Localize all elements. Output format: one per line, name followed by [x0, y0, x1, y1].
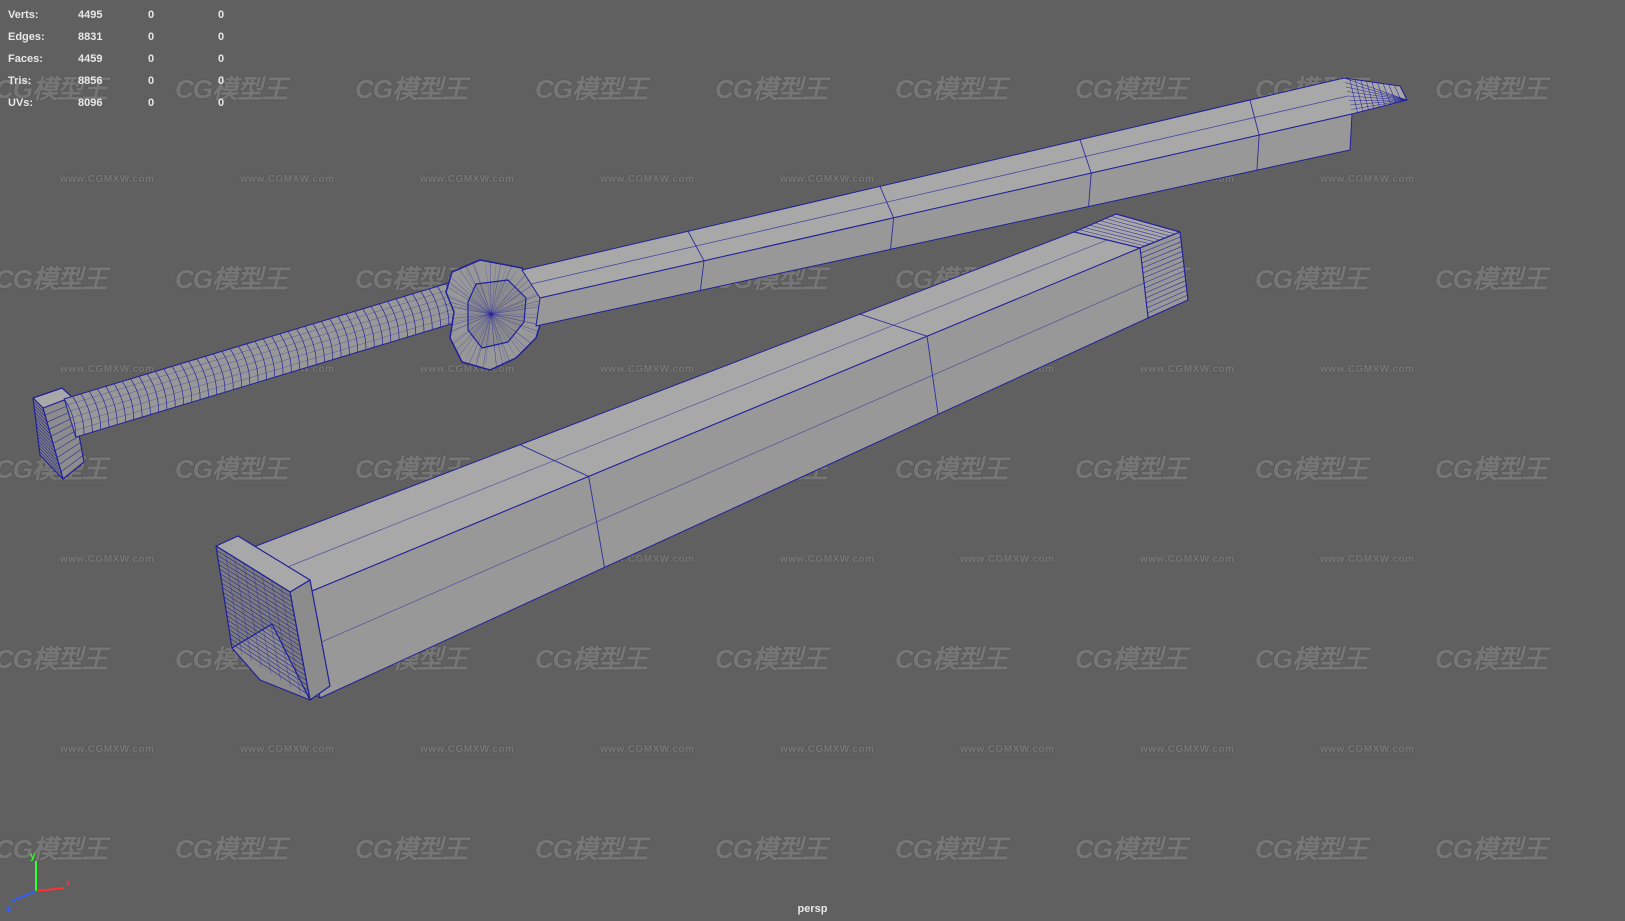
hud-value: 0	[218, 70, 288, 92]
scene-canvas	[0, 0, 1625, 921]
hud-value: 0	[218, 4, 288, 26]
hud-value: 0	[218, 92, 288, 114]
hud-value: 4495	[78, 4, 148, 26]
hud-row: Tris: 8856 0 0	[8, 70, 288, 92]
maya-viewport[interactable]: CG模型王CG模型王CG模型王CG模型王CG模型王CG模型王CG模型王CG模型王…	[0, 0, 1625, 921]
hud-row: UVs: 8096 0 0	[8, 92, 288, 114]
hud-row: Verts: 4495 0 0	[8, 4, 288, 26]
hud-value: 8096	[78, 92, 148, 114]
hud-value: 0	[148, 26, 218, 48]
hud-label: UVs:	[8, 92, 78, 114]
hud-value: 0	[148, 4, 218, 26]
axis-gizmo: x y z	[6, 851, 70, 915]
hud-label: Verts:	[8, 4, 78, 26]
hud-label: Tris:	[8, 70, 78, 92]
hud-value: 0	[148, 92, 218, 114]
svg-text:y: y	[30, 851, 36, 862]
hud-value: 0	[218, 48, 288, 70]
svg-text:z: z	[6, 903, 11, 914]
hud-value: 0	[148, 48, 218, 70]
hud-label: Faces:	[8, 48, 78, 70]
svg-text:x: x	[66, 878, 70, 889]
hud-value: 8856	[78, 70, 148, 92]
hud-value: 8831	[78, 26, 148, 48]
poly-count-hud: Verts: 4495 0 0 Edges: 8831 0 0 Faces: 4…	[8, 4, 288, 114]
hud-row: Edges: 8831 0 0	[8, 26, 288, 48]
camera-label: persp	[798, 903, 828, 915]
hud-value: 0	[148, 70, 218, 92]
hud-row: Faces: 4459 0 0	[8, 48, 288, 70]
hud-value: 4459	[78, 48, 148, 70]
hud-value: 0	[218, 26, 288, 48]
hud-label: Edges:	[8, 26, 78, 48]
